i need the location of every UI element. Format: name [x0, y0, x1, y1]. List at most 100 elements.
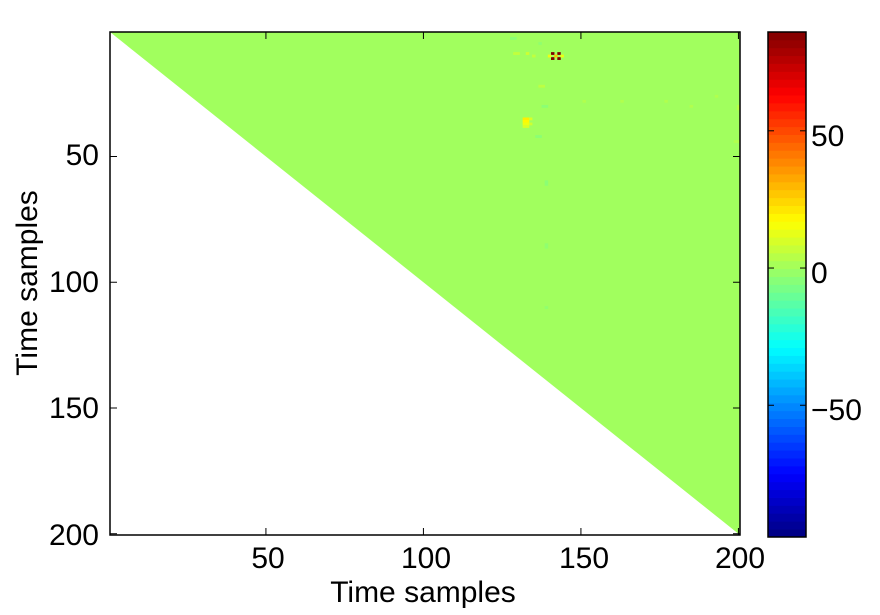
colorbar-band: [768, 189, 806, 199]
colorbar-band: [768, 166, 806, 175]
heatmap-cell: [544, 182, 549, 186]
heatmap-cell: [582, 99, 586, 103]
colorbar-band: [768, 32, 806, 41]
colorbar-band: [768, 284, 806, 293]
colorbar-band: [768, 95, 806, 104]
colorbar-band: [768, 260, 806, 270]
colorbar-band: [768, 79, 806, 88]
y-axis-ticks: [110, 155, 740, 535]
colorbar-band: [768, 323, 806, 333]
colorbar-band: [768, 71, 806, 80]
colorbar-band: [768, 489, 806, 498]
colorbar-band: [768, 205, 806, 214]
colorbar-band: [768, 410, 806, 420]
colorbar-band: [768, 268, 806, 278]
colorbar-band: [768, 158, 806, 167]
x-axis: 50 100 150 200 Time samples: [251, 542, 765, 609]
heatmap-cell: [547, 54, 552, 58]
colorbar-band: [768, 55, 806, 64]
heatmap-upper-triangle: [110, 32, 740, 535]
heatmap-cell: [557, 52, 561, 55]
heatmap-cell: [736, 107, 740, 111]
colorbar-band: [768, 292, 806, 301]
plot-area: [109, 31, 741, 536]
colorbar-band: [768, 418, 806, 427]
colorbar-band: [768, 394, 806, 404]
heatmap-cell: [541, 84, 545, 88]
colorbar-band: [768, 276, 806, 285]
colorbar-band: [768, 521, 806, 530]
colorbar-band: [768, 481, 806, 491]
heatmap-cell: [528, 122, 533, 126]
x-axis-label: Time samples: [330, 576, 516, 609]
heatmap-cell: [551, 52, 555, 55]
colorbar-band: [768, 513, 806, 522]
colorbar-band: [768, 529, 806, 538]
colorbar-band: [768, 442, 806, 451]
colorbar-band: [768, 355, 806, 364]
colorbar-frame: [767, 31, 807, 538]
heatmap-cell: [560, 54, 564, 58]
heatmap-cell: [541, 104, 545, 108]
colorbar-band: [768, 450, 806, 459]
x-tick-label-200: 200: [715, 542, 765, 575]
colorbar-band: [768, 473, 806, 483]
heatmap-cell: [736, 140, 740, 143]
colorbar-band: [768, 308, 806, 317]
heatmap-cell: [733, 140, 738, 143]
colorbar-band: [768, 134, 806, 143]
heatmap-cell: [513, 37, 517, 40]
colorbar-band: [768, 434, 806, 443]
colorbar-band: [768, 197, 806, 206]
colorbar-band: [768, 339, 806, 349]
colorbar-band: [768, 316, 806, 325]
colorbar-tick-label-0: 0: [811, 257, 828, 290]
y-tick-label-100: 100: [49, 266, 99, 299]
heatmap-cell: [544, 245, 549, 249]
colorbar-band: [768, 126, 806, 135]
heatmap-cell: [544, 180, 549, 184]
colorbar-band: [768, 347, 806, 356]
colorbar-band: [768, 110, 806, 120]
colorbar-band: [768, 300, 806, 309]
heatmap-cell: [522, 117, 527, 121]
colorbar-band: [768, 87, 806, 96]
colorbar-band: [768, 47, 806, 57]
colorbar: 50 0 −50: [767, 31, 862, 538]
colorbar-tick-label-minus-50: −50: [811, 394, 862, 427]
colorbar-band: [768, 229, 806, 238]
colorbar-band: [768, 39, 806, 49]
colorbar-band: [768, 458, 806, 467]
colorbar-band: [768, 505, 806, 514]
heatmap-cell: [513, 52, 517, 55]
colorbar-band: [768, 174, 806, 183]
heatmap-cell: [689, 104, 694, 108]
colorbar-band: [768, 237, 806, 246]
heatmap-cell: [620, 99, 624, 103]
colorbar-band: [768, 181, 806, 191]
x-tick-label-100: 100: [401, 542, 451, 575]
colorbar-band: [768, 465, 806, 475]
heatmap-cell: [714, 94, 719, 98]
colorbar-band: [768, 252, 806, 262]
colorbar-band: [768, 150, 806, 159]
y-tick-label-200: 200: [49, 519, 99, 552]
colorbar-band: [768, 221, 806, 230]
colorbar-band: [768, 331, 806, 341]
heatmap-cell: [557, 57, 561, 60]
heatmap-cell: [510, 37, 514, 40]
colorbar-band: [768, 402, 806, 412]
heatmap-cell: [525, 125, 530, 128]
heatmap-cell: [532, 54, 536, 58]
heatmap-cell: [538, 84, 542, 88]
y-axis: 50 100 150 200 Time samples: [11, 139, 99, 552]
heatmap-cell: [544, 306, 549, 309]
colorbar-gradient: [768, 32, 806, 538]
colorbar-band: [768, 363, 806, 372]
heatmap-cell: [544, 243, 549, 247]
heatmap-cell: [554, 54, 558, 58]
heatmap-cell: [525, 52, 530, 55]
colorbar-band: [768, 387, 806, 396]
plot-frame: [109, 31, 741, 536]
colorbar-band: [768, 379, 806, 388]
